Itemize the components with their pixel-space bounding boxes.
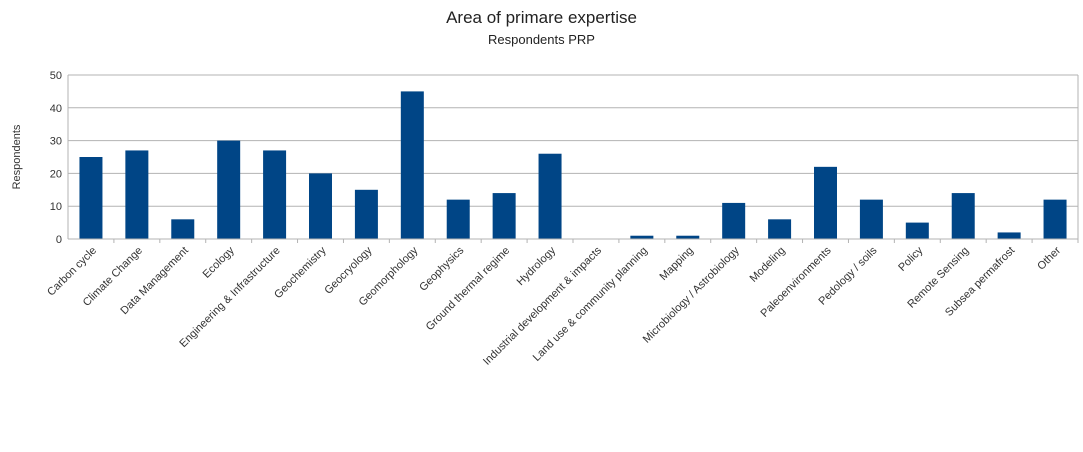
y-tick-label: 20 <box>50 168 62 180</box>
chart-subtitle: Respondents PRP <box>488 32 595 47</box>
bar <box>997 232 1021 239</box>
bar <box>768 219 792 239</box>
x-tick-label: Engineering & Infrastructure <box>177 245 282 350</box>
bar <box>263 150 287 239</box>
y-tick-label: 50 <box>50 70 62 82</box>
bar <box>125 150 149 239</box>
chart-title: Area of primare expertise <box>446 8 637 27</box>
bar <box>676 235 700 239</box>
y-axis-title: Respondents <box>11 124 23 189</box>
x-tick-label: Modeling <box>748 245 788 285</box>
bar <box>630 235 654 239</box>
bar <box>171 219 195 239</box>
y-tick-label: 10 <box>50 201 62 213</box>
bar <box>722 202 746 239</box>
y-tick-label: 0 <box>56 234 62 246</box>
x-tick-label: Hydrology <box>515 244 559 288</box>
bar <box>217 140 241 239</box>
x-tick-label: Mapping <box>658 245 696 283</box>
bar <box>400 91 424 240</box>
bar <box>1043 199 1067 239</box>
x-tick-label: Policy <box>896 244 926 274</box>
bar <box>814 166 837 239</box>
bar <box>79 157 103 239</box>
x-tick-label: Microbiology / Astrobiology <box>641 244 742 345</box>
y-tick-label: 40 <box>50 103 62 115</box>
x-tick-label: Ecology <box>201 244 238 281</box>
bar <box>859 199 883 239</box>
bar <box>354 189 378 239</box>
bar <box>309 173 332 239</box>
y-tick-label: 30 <box>50 136 62 148</box>
bar <box>492 193 516 239</box>
bar <box>951 193 975 239</box>
bar <box>538 153 562 239</box>
x-tick-label: Other <box>1035 244 1063 272</box>
bar <box>905 222 929 239</box>
x-tick-label: Ground thermal regime <box>424 245 512 333</box>
x-tick-label: Geophysics <box>417 244 466 293</box>
bar <box>446 199 470 239</box>
